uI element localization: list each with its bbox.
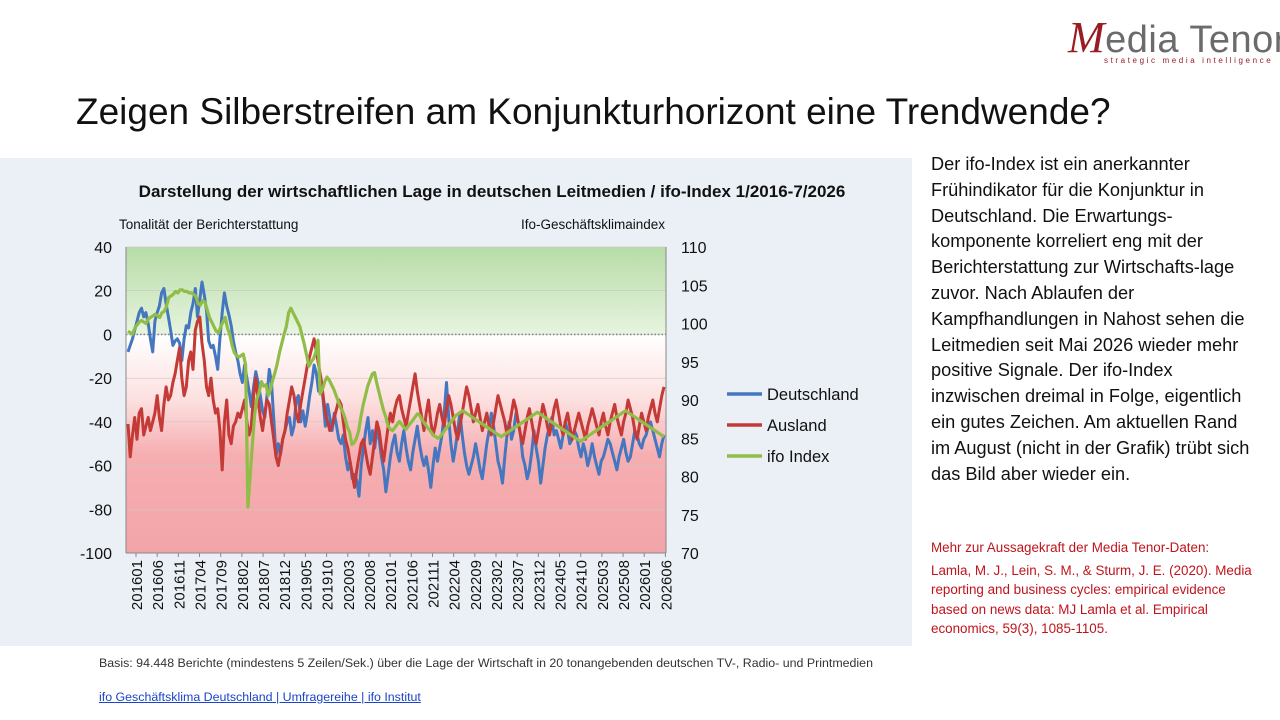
chart-panel: Darstellung der wirtschaftlichen Lage in…	[0, 158, 912, 646]
x-tick-label: 201905	[298, 560, 315, 610]
x-tick-label: 202204	[447, 560, 464, 610]
line-chart: Darstellung der wirtschaftlichen Lage in…	[80, 182, 859, 610]
x-tick-label: 202606	[658, 560, 675, 610]
x-tick-label: 202410	[574, 560, 591, 610]
chart-legend: Deutschland Ausland ifo Index	[727, 386, 859, 466]
left-axis-label: Tonalität der Berichterstattung	[119, 217, 298, 232]
x-tick-label: 202111	[425, 560, 442, 608]
series-line-ausland	[126, 315, 666, 489]
media-tenor-logo: Media Tenor strategic media intelligence	[1068, 14, 1280, 70]
left-tick-label: -40	[89, 415, 112, 432]
x-tick-label: 201611	[171, 560, 188, 609]
right-axis-label: Ifo-Geschäftsklimaindex	[521, 217, 665, 232]
logo-tagline: strategic media intelligence	[1104, 56, 1274, 65]
legend-label-deutschland: Deutschland	[767, 386, 859, 404]
right-tick-label: 90	[681, 393, 699, 410]
x-tick-label: 202601	[637, 560, 654, 610]
x-tick-label: 201812	[277, 560, 294, 610]
left-tick-label: -80	[89, 502, 112, 519]
x-tick-label: 202508	[616, 560, 633, 610]
right-tick-label: 80	[681, 470, 699, 487]
chart-series-lines	[126, 280, 666, 509]
legend-label-ifo-index: ifo Index	[767, 448, 830, 466]
left-tick-label: 20	[94, 284, 112, 301]
x-tick-label: 201709	[214, 560, 231, 610]
x-tick-label: 201704	[193, 560, 210, 610]
right-tick-label: 100	[681, 317, 708, 334]
x-tick-label: 202312	[531, 560, 548, 610]
left-tick-label: 40	[94, 240, 112, 257]
page-title: Zeigen Silberstreifen am Konjunkturhoriz…	[76, 91, 1111, 132]
x-tick-label: 202302	[489, 560, 506, 610]
x-tick-label: 201910	[320, 560, 337, 610]
x-tick-label: 201807	[256, 560, 273, 610]
left-tick-label: 0	[103, 327, 112, 344]
x-tick-label: 202503	[595, 560, 612, 610]
right-tick-label: 95	[681, 355, 699, 372]
logo-letter-m: M	[1068, 13, 1106, 62]
right-tick-label: 75	[681, 508, 699, 525]
x-tick-label: 202209	[468, 560, 485, 610]
chart-axes: 40 20 0 -20 -40 -60 -80 -100 110 105 100 95 90 85 80 75…	[80, 240, 708, 610]
left-tick-label: -60	[89, 459, 112, 476]
left-tick-label: -20	[89, 371, 112, 388]
x-tick-label: 202405	[553, 560, 570, 610]
x-tick-label: 202008	[362, 560, 379, 610]
x-tick-label: 202101	[383, 560, 400, 610]
logo-wordmark: Media Tenor	[1068, 16, 1280, 61]
left-tick-label: -100	[80, 546, 112, 563]
logo-brand-rest: edia Tenor	[1105, 19, 1280, 61]
x-tick-label: 202106	[404, 560, 421, 610]
ifo-source-link[interactable]: ifo Geschäftsklima Deutschland | Umfrage…	[99, 690, 421, 704]
description-text: Der ifo-Index ist ein anerkannter Frühin…	[931, 154, 1250, 484]
series-line-ifo-index	[127, 288, 665, 509]
x-tick-label: 201606	[150, 560, 167, 610]
x-tick-label: 202307	[510, 560, 527, 610]
right-tick-label: 85	[681, 431, 699, 448]
reference-title: Mehr zur Aussagekraft der Media Tenor-Da…	[931, 540, 1210, 555]
legend-label-ausland: Ausland	[767, 417, 827, 435]
basis-note: Basis: 94.448 Berichte (mindestens 5 Zei…	[99, 656, 873, 670]
x-tick-label: 201601	[129, 560, 146, 610]
right-tick-label: 70	[681, 546, 699, 563]
x-tick-label: 202003	[341, 560, 358, 610]
reference-block: Mehr zur Aussagekraft der Media Tenor-Da…	[931, 538, 1261, 638]
x-tick-label: 201802	[235, 560, 252, 610]
right-tick-label: 110	[681, 240, 707, 257]
chart-title: Darstellung der wirtschaftlichen Lage in…	[139, 182, 846, 201]
reference-body: Lamla, M. J., Lein, S. M., & Sturm, J. E…	[931, 563, 1252, 636]
right-tick-label: 105	[681, 278, 708, 295]
